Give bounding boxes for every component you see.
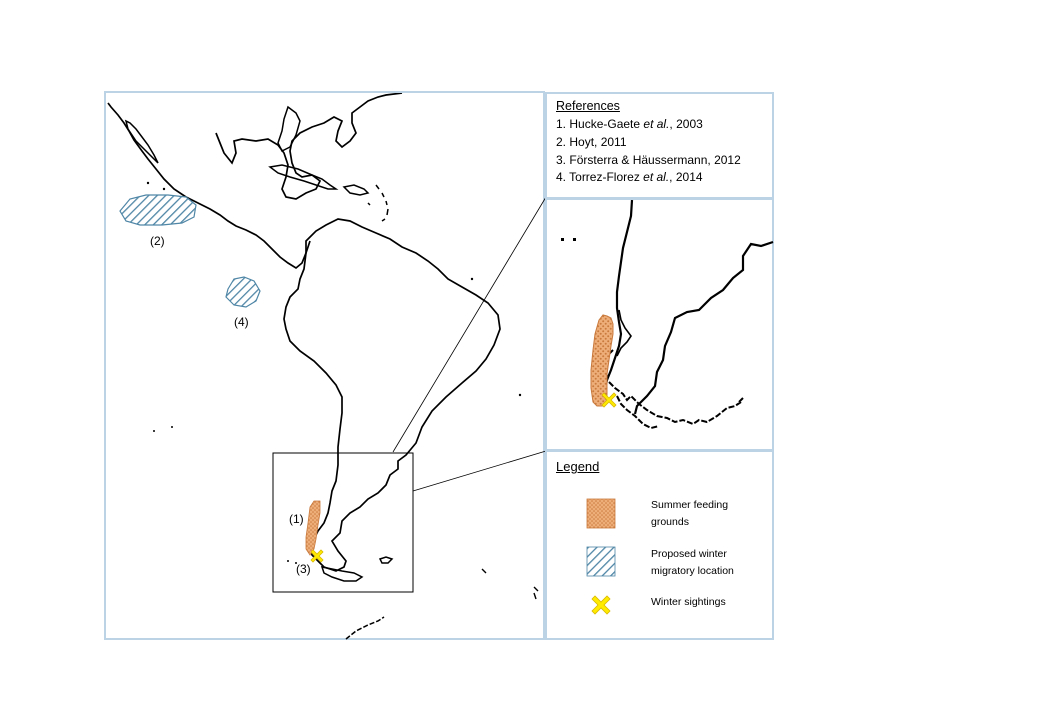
- falkland-islands: [378, 556, 394, 564]
- inset-interior-lines: [616, 309, 632, 357]
- cuba: [268, 164, 339, 190]
- reference-text: Försterra & Häussermann, 2012: [569, 153, 741, 167]
- inset-small-islands: [561, 238, 576, 241]
- lesser-antilles: [367, 184, 389, 222]
- mexico-coastline: [107, 102, 311, 270]
- reference-number: 4.: [556, 170, 567, 184]
- winter-area-4: [225, 276, 261, 308]
- inset-winter-sighting-marker: [601, 392, 617, 408]
- legend-title: Legend: [556, 459, 600, 474]
- reference-item-2: 2. Hoyt, 2011: [556, 135, 627, 149]
- winter-migratory-label: Proposed winter migratory location: [651, 546, 761, 580]
- reference-text: Hucke-Gaete: [569, 117, 644, 131]
- summer-feeding-label: Summer feeding grounds: [651, 497, 761, 531]
- reference-year: , 2014: [669, 170, 703, 184]
- reference-item-3: 3. Försterra & Häussermann, 2012: [556, 153, 741, 167]
- summer-feeding-area: [305, 500, 321, 556]
- small-islands: [146, 181, 522, 564]
- baja-california: [124, 119, 159, 164]
- winter-migratory-label-line1: Proposed winter: [651, 548, 727, 560]
- winter-sighting-marker: [310, 549, 324, 563]
- winter-migratory-swatch: [586, 546, 616, 577]
- reference-number: 1.: [556, 117, 567, 131]
- florida: [277, 105, 301, 153]
- main-map-svg: [107, 93, 539, 640]
- reference-italic: et al.: [643, 117, 670, 131]
- winter-migratory-label-line2: migratory location: [651, 565, 734, 577]
- reference-text: Hoyt, 2011: [569, 135, 627, 149]
- summer-feeding-label-line1: Summer feeding: [651, 499, 729, 511]
- summer-feeding-swatch: [586, 498, 616, 529]
- inset-map-panel: [545, 198, 774, 451]
- reference-italic: et al.: [643, 170, 670, 184]
- antarctic-peninsula: [345, 616, 385, 640]
- inset-fjords: [600, 349, 744, 430]
- reference-text: Torrez-Florez: [569, 170, 644, 184]
- inset-argentina-coast: [633, 240, 774, 415]
- inset-summer-feeding-area: [590, 314, 614, 407]
- references-title: References: [556, 99, 620, 113]
- gulf-coastline: [215, 93, 403, 200]
- winter-sightings-label: Winter sightings: [651, 596, 726, 608]
- reference-item-1: 1. Hucke-Gaete et al., 2003: [556, 117, 703, 131]
- inset-map-svg: [561, 200, 774, 430]
- inset-chile-coast: [603, 200, 634, 391]
- references-panel: References 1. Hucke-Gaete et al., 2003 2…: [545, 92, 774, 199]
- hispaniola: [342, 184, 370, 196]
- main-map-panel: (2) (4) (1) (3): [104, 91, 545, 640]
- winter-area-2: [119, 194, 197, 226]
- map-label-2: (2): [150, 234, 165, 248]
- reference-number: 2.: [556, 135, 567, 149]
- reference-number: 3.: [556, 153, 567, 167]
- summer-feeding-label-line2: grounds: [651, 516, 689, 528]
- map-label-1: (1): [289, 512, 304, 526]
- south-georgia: [481, 568, 539, 600]
- legend-panel: Legend Summer feeding grounds Proposed w…: [545, 450, 774, 640]
- inset-locator-box: [272, 452, 414, 593]
- reference-item-4: 4. Torrez-Florez et al., 2014: [556, 170, 703, 184]
- legend-swatches: [586, 498, 616, 615]
- map-label-3: (3): [296, 562, 311, 576]
- reference-year: , 2003: [669, 117, 703, 131]
- map-label-4: (4): [234, 315, 249, 329]
- winter-sighting-swatch: [591, 595, 611, 615]
- tierra-del-fuego: [320, 566, 364, 582]
